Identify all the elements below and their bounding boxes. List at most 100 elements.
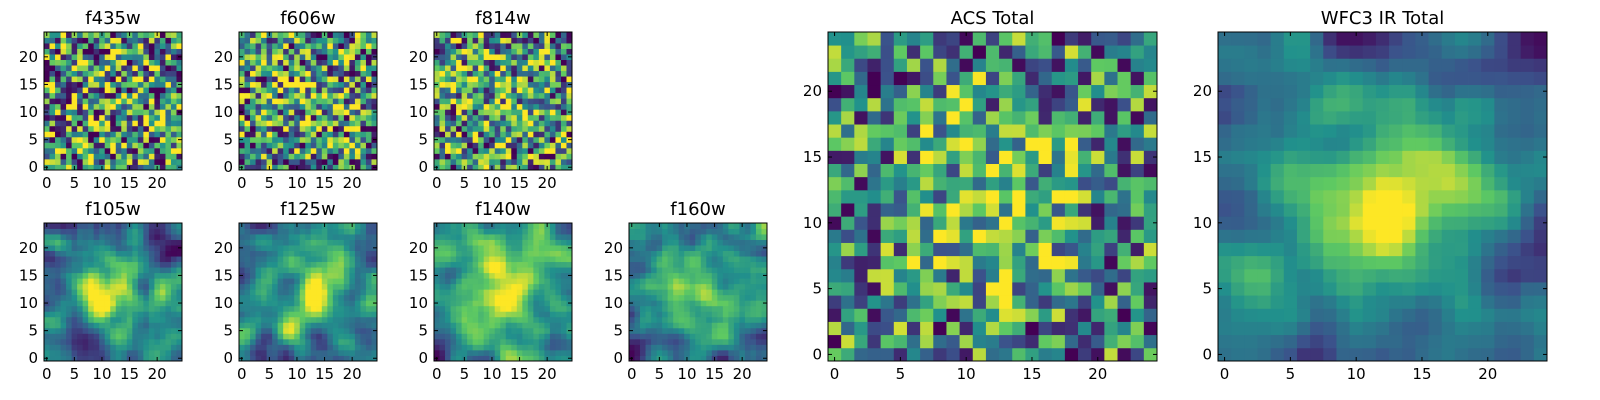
heatmap-cell [450, 136, 457, 143]
heatmap-cell [71, 70, 78, 77]
heatmap-cell [115, 311, 122, 318]
heatmap-cell [170, 76, 177, 83]
heatmap-cell [893, 321, 908, 336]
heatmap-cell [104, 250, 111, 257]
heatmap-cell [478, 59, 485, 66]
heatmap-cell [371, 142, 378, 149]
heatmap-cell [159, 305, 166, 312]
heatmap-cell [1025, 150, 1039, 164]
heatmap-cell [728, 311, 735, 318]
heatmap-cell [544, 120, 551, 127]
heatmap-cell [354, 48, 361, 55]
heatmap-cell [483, 65, 490, 72]
heatmap-cell [332, 70, 339, 77]
heatmap-cell [673, 305, 680, 312]
heatmap-cell [49, 109, 56, 116]
heatmap-cell [176, 158, 183, 165]
heatmap-cell [244, 81, 251, 88]
heatmap-cell [338, 136, 345, 143]
heatmap-cell [365, 333, 372, 340]
heatmap-cell [299, 283, 306, 290]
x-tick-label: 20 [733, 365, 752, 383]
heatmap-cell [365, 98, 372, 105]
heatmap-cell [250, 289, 256, 296]
heatmap-cell [1104, 176, 1118, 191]
heatmap-cell [706, 272, 713, 279]
heatmap-cell [77, 120, 84, 127]
heatmap-cell [678, 300, 685, 307]
heatmap-cell [867, 255, 882, 270]
heatmap-cell [640, 300, 646, 307]
heatmap-cell [154, 158, 161, 165]
heatmap-cell [239, 59, 245, 66]
heatmap-cell [49, 103, 56, 110]
heatmap-cell [365, 37, 372, 44]
heatmap-cell [651, 322, 657, 329]
heatmap-cell [634, 245, 641, 251]
heatmap-cell [255, 87, 262, 94]
heatmap-cell [689, 239, 696, 246]
heatmap-cell [104, 147, 111, 154]
heatmap-cell [722, 234, 729, 240]
heatmap-cell [327, 65, 334, 72]
heatmap-cell [55, 114, 61, 121]
heatmap-cell [467, 147, 474, 154]
heatmap-cell [82, 316, 89, 323]
heatmap-cell [434, 147, 440, 154]
heatmap-cell [867, 282, 882, 296]
heatmap-cell [360, 300, 367, 307]
heatmap-cell [310, 70, 317, 77]
heatmap-cell [722, 327, 729, 334]
heatmap-cell [354, 32, 361, 38]
heatmap-cell [483, 125, 490, 132]
heatmap-cell [71, 289, 78, 296]
heatmap-cell [1025, 163, 1039, 178]
heatmap-cell [71, 125, 78, 132]
heatmap-cell [299, 37, 306, 44]
heatmap-cell [288, 333, 295, 340]
heatmap-cell [343, 289, 350, 296]
heatmap-cell [82, 344, 89, 351]
heatmap-cell [761, 349, 768, 356]
heatmap-cell [104, 349, 111, 356]
heatmap-cell [170, 250, 177, 257]
heatmap-cell [299, 43, 306, 49]
x-tick-label: 10 [92, 174, 111, 192]
heatmap-cell [695, 327, 702, 334]
heatmap-cell [494, 228, 501, 235]
heatmap-cell [538, 305, 545, 312]
heatmap-cell [266, 81, 273, 88]
heatmap-cell [678, 272, 685, 279]
heatmap-cell [82, 103, 89, 110]
heatmap-cell [49, 223, 56, 229]
heatmap-cell [461, 349, 468, 356]
heatmap-cell [483, 228, 490, 235]
heatmap-cell [538, 355, 545, 362]
heatmap-cell [673, 338, 680, 345]
heatmap-cell [467, 158, 474, 165]
heatmap-cell [170, 228, 177, 235]
heatmap-cell [505, 147, 512, 154]
heatmap-cell [717, 311, 724, 318]
y-tick-label: 0 [223, 349, 233, 367]
heatmap-cell [684, 344, 691, 351]
heatmap-cell [560, 43, 567, 49]
heatmap-cell [66, 278, 72, 285]
heatmap-cell [283, 125, 290, 132]
heatmap-cell [533, 300, 540, 307]
heatmap-cell [159, 120, 166, 127]
heatmap-cell [728, 250, 735, 257]
x-tick-label: 20 [538, 174, 557, 192]
heatmap-cell [255, 234, 262, 240]
heatmap-cell [467, 300, 474, 307]
heatmap-cell [165, 131, 172, 138]
heatmap-cell [972, 282, 987, 296]
heatmap-cell [439, 92, 446, 99]
heatmap-cell [516, 92, 523, 99]
heatmap-cell [121, 136, 128, 143]
heatmap-cell [755, 245, 762, 251]
heatmap-cell [946, 347, 960, 362]
heatmap-cell [104, 54, 111, 60]
heatmap-cell [544, 344, 551, 351]
heatmap-cell [93, 250, 100, 257]
